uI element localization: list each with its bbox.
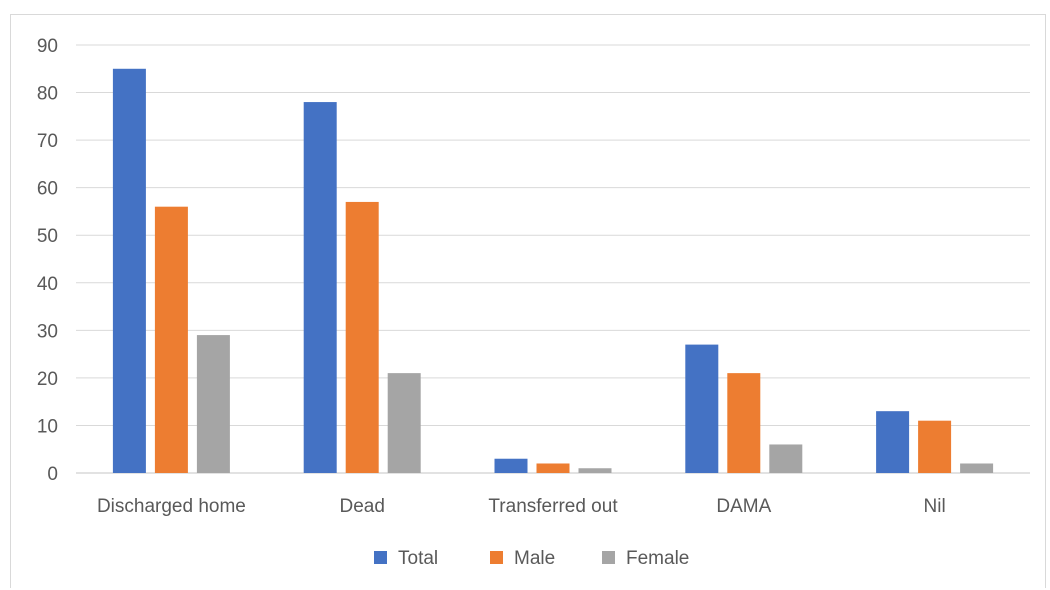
legend-label-male: Male <box>514 548 555 569</box>
bar-male-nil <box>918 420 952 473</box>
x-tick-label-discharged-home: Discharged home <box>97 496 246 517</box>
x-tick-label-nil: Nil <box>924 496 946 517</box>
y-tick-label-0: 0 <box>47 464 58 485</box>
x-tick-label-transferred-out: Transferred out <box>488 496 618 517</box>
bar-total-dama <box>685 344 719 473</box>
y-tick-label-50: 50 <box>37 226 58 247</box>
bar-male-transferred-out <box>536 463 570 473</box>
legend: Total Male Female <box>374 548 689 569</box>
legend-swatch-female <box>602 551 615 564</box>
y-tick-label-30: 30 <box>37 321 58 342</box>
legend-label-total: Total <box>398 548 438 569</box>
x-tick-label-dama: DAMA <box>716 496 771 517</box>
bar-total-transferred-out <box>494 458 528 473</box>
bar-male-discharged-home <box>154 206 188 473</box>
y-tick-label-70: 70 <box>37 131 58 152</box>
bar-female-nil <box>960 463 994 473</box>
y-tick-label-20: 20 <box>37 369 58 390</box>
legend-swatch-total <box>374 551 387 564</box>
bar-female-dead <box>387 373 421 473</box>
x-tick-label-dead: Dead <box>339 496 384 517</box>
gridlines <box>76 44 1030 426</box>
bar-female-transferred-out <box>578 468 612 473</box>
legend-label-female: Female <box>626 548 689 569</box>
legend-swatch-male <box>490 551 503 564</box>
bar-female-dama <box>769 444 803 473</box>
y-tick-label-10: 10 <box>37 416 58 437</box>
bar-male-dama <box>727 373 761 473</box>
y-axis-tick-labels: 0 10 20 30 40 50 60 70 80 90 <box>37 36 58 485</box>
bar-female-discharged-home <box>196 335 230 473</box>
y-tick-label-80: 80 <box>37 84 58 105</box>
chart-frame <box>10 14 1046 588</box>
bars <box>112 68 994 474</box>
bar-total-nil <box>876 411 910 473</box>
y-tick-label-90: 90 <box>37 36 58 57</box>
bar-total-discharged-home <box>112 68 146 474</box>
y-tick-label-60: 60 <box>37 179 58 200</box>
bar-total-dead <box>303 102 337 474</box>
y-tick-label-40: 40 <box>37 274 58 295</box>
bar-male-dead <box>345 201 379 473</box>
x-axis-tick-labels: Discharged home Dead Transferred out DAMA Ni… <box>97 496 946 517</box>
